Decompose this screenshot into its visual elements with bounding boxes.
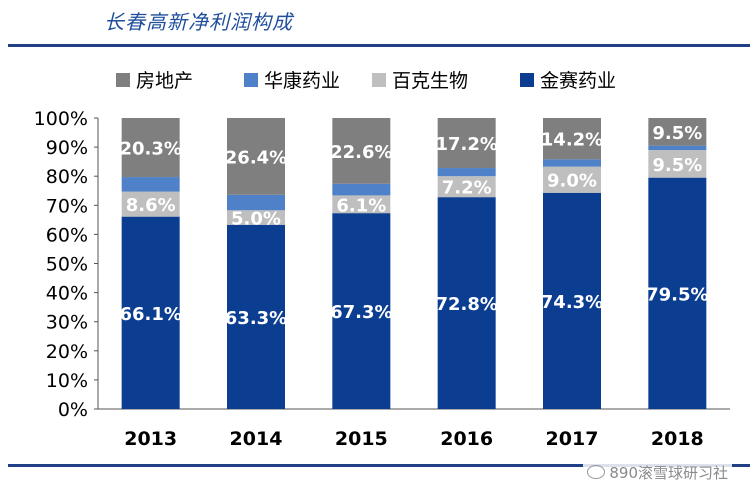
x-tick-label: 2015 (335, 428, 388, 450)
legend-swatch (372, 73, 386, 87)
data-label: 79.5% (646, 284, 708, 305)
data-label: 14.2% (541, 130, 603, 151)
bar-segment (227, 210, 285, 225)
top-rule (8, 44, 750, 47)
y-tick-label: 100% (34, 108, 88, 130)
legend-swatch (116, 73, 130, 87)
data-label: 9.5% (652, 123, 702, 144)
y-tick-label: 10% (46, 370, 88, 392)
y-tick-label: 50% (46, 254, 88, 276)
y-tick-label: 70% (46, 195, 88, 217)
y-tick-label: 0% (58, 399, 88, 421)
bar-segment (437, 176, 496, 198)
x-tick-label: 2014 (230, 428, 283, 450)
bar-segment (227, 194, 285, 211)
bar-segment (121, 177, 180, 192)
legend-swatch (244, 73, 258, 87)
data-label: 63.3% (225, 308, 287, 329)
x-tick-label: 2016 (440, 428, 493, 450)
watermark: 890滚雪球研习社 (583, 462, 732, 483)
legend-label: 房地产 (136, 70, 193, 92)
watermark-text: 890滚雪球研习社 (609, 464, 728, 482)
data-label: 20.3% (119, 139, 181, 160)
y-tick-label: 40% (46, 283, 88, 305)
y-tick-label: 30% (46, 312, 88, 334)
data-label: 9.5% (652, 155, 702, 176)
legend-label: 华康药业 (264, 70, 340, 92)
bar-segment (543, 166, 601, 193)
bar-segment (227, 118, 285, 195)
bar-segment (543, 118, 601, 160)
data-label: 8.6% (126, 195, 176, 216)
legend-label: 金赛药业 (540, 70, 616, 92)
legend-label: 百克生物 (392, 70, 468, 92)
data-label: 22.6% (330, 142, 392, 163)
legend-swatch (520, 73, 534, 87)
bar-segment (648, 118, 707, 146)
x-tick-label: 2013 (124, 428, 177, 450)
y-tick-label: 60% (46, 224, 88, 246)
data-label: 72.8% (435, 294, 497, 315)
bar-segment (543, 159, 601, 167)
bar-segment (648, 177, 707, 409)
bar-segment (543, 192, 601, 409)
bottom-rule (8, 464, 750, 467)
data-label: 9.0% (547, 171, 597, 192)
x-tick-label: 2018 (651, 428, 704, 450)
y-tick-label: 80% (46, 166, 88, 188)
bar-segment (437, 118, 496, 169)
bar-segment (332, 183, 391, 196)
data-label: 74.3% (541, 292, 603, 313)
bar-segment (121, 191, 180, 217)
bar-segment (648, 145, 707, 151)
bar-segment (332, 195, 391, 214)
bar-segment (332, 118, 391, 184)
y-tick-label: 90% (46, 137, 88, 159)
y-tick-label: 20% (46, 341, 88, 363)
bar-segment (437, 197, 496, 409)
wechat-icon (587, 465, 606, 479)
data-label: 26.4% (225, 147, 287, 168)
bar-segment (332, 213, 391, 409)
bar-segment (648, 150, 707, 178)
data-label: 6.1% (336, 195, 386, 216)
data-label: 7.2% (442, 178, 492, 199)
chart-title: 长春高新净利润构成 (104, 10, 293, 34)
x-tick-label: 2017 (546, 428, 599, 450)
bar-segment (121, 118, 180, 178)
data-label: 67.3% (330, 302, 392, 323)
data-label: 17.2% (435, 134, 497, 155)
data-label: 5.0% (231, 209, 281, 230)
bar-segment (227, 224, 285, 409)
bar-segment (437, 168, 496, 177)
bar-segment (121, 216, 180, 409)
data-label: 66.1% (119, 304, 181, 325)
